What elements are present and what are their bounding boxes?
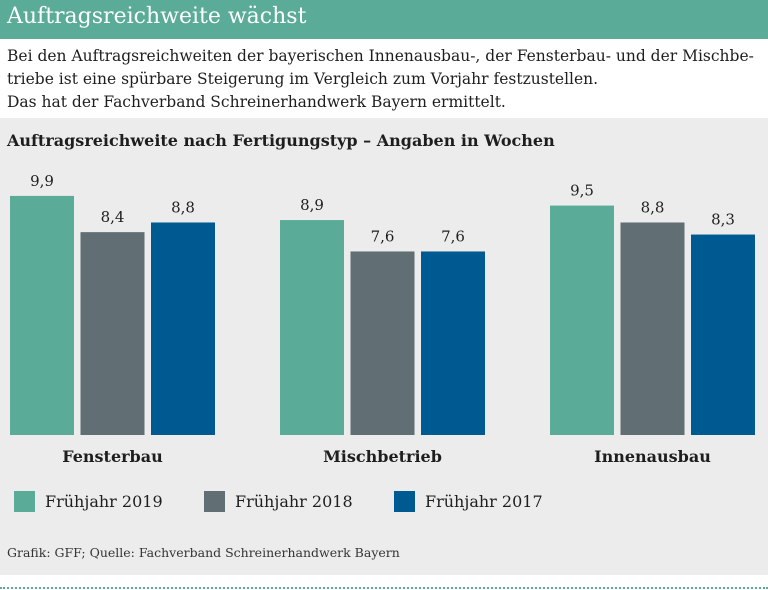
legend: Frühjahr 2019 Frühjahr 2018 Frühjahr 201… — [14, 491, 584, 512]
page-title: Auftragsreichweite wächst — [7, 4, 307, 29]
bar — [151, 222, 215, 435]
legend-label: Frühjahr 2017 — [425, 492, 543, 511]
legend-item: Frühjahr 2019 — [14, 491, 204, 512]
bar — [620, 222, 685, 435]
category-label: Innenausbau — [594, 447, 711, 466]
legend-item: Frühjahr 2017 — [394, 491, 584, 512]
legend-swatch — [14, 491, 35, 512]
bar — [280, 220, 344, 435]
intro-line: Das hat der Fachverband Schreinerhandwer… — [7, 93, 506, 111]
bar — [80, 232, 145, 435]
bar — [10, 195, 74, 435]
bar — [691, 234, 755, 435]
dotted-divider — [0, 587, 768, 589]
data-label: 8,4 — [101, 208, 125, 226]
legend-label: Frühjahr 2019 — [45, 492, 163, 511]
intro-line: triebe ist eine spürbare Steigerung im V… — [7, 70, 599, 88]
category-label: Fensterbau — [62, 447, 163, 466]
legend-label: Frühjahr 2018 — [235, 492, 353, 511]
category-label: Mischbetrieb — [323, 447, 442, 466]
data-label: 8,8 — [641, 198, 665, 216]
source-note: Grafik: GFF; Quelle: Fachverband Schrein… — [7, 545, 400, 560]
intro-text: Bei den Auftragsreichweiten der bayerisc… — [7, 45, 765, 114]
bar — [350, 251, 415, 435]
title-bar: Auftragsreichweite wächst — [0, 0, 768, 39]
data-label: 8,8 — [171, 198, 195, 216]
bar — [421, 251, 485, 435]
data-label: 7,6 — [371, 227, 395, 245]
data-label: 9,9 — [30, 172, 54, 190]
legend-item: Frühjahr 2018 — [204, 491, 394, 512]
bar — [550, 205, 614, 435]
data-label: 8,3 — [711, 211, 735, 229]
legend-swatch — [204, 491, 225, 512]
legend-swatch — [394, 491, 415, 512]
data-label: 8,9 — [300, 196, 324, 214]
intro-line: Bei den Auftragsreichweiten der bayerisc… — [7, 47, 754, 65]
chart-title: Auftragsreichweite nach Fertigungstyp – … — [7, 131, 555, 150]
data-label: 7,6 — [441, 227, 465, 245]
data-label: 9,5 — [570, 182, 594, 200]
